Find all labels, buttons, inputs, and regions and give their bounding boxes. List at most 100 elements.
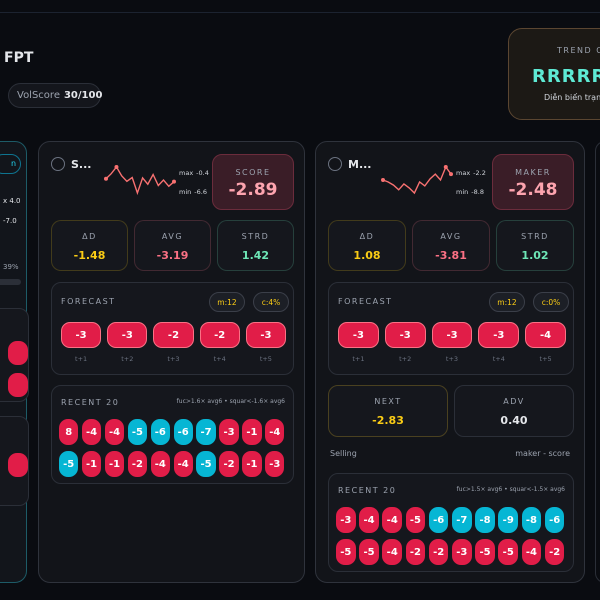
side-card: n x 4.0 -7.0 39%: [0, 141, 29, 583]
forecast-step: t+4: [213, 355, 226, 363]
stat-label: STRD: [521, 232, 549, 241]
forecast-step: t+3: [167, 355, 180, 363]
side-pill: [8, 341, 28, 365]
recent-pill: -5: [405, 507, 426, 533]
side-line: -7.0: [3, 217, 17, 225]
side-box: [0, 308, 29, 402]
recent-pill: -4: [382, 539, 403, 565]
stat-box: ΔD -1.48: [51, 220, 128, 271]
footer-left: Selling: [330, 449, 357, 458]
card-icon: [51, 157, 65, 171]
footer-right: maker - score: [515, 449, 570, 458]
forecast-badge: c:0%: [533, 292, 569, 312]
recent-pill: -4: [521, 539, 542, 565]
score-box: MAKER -2.48: [492, 154, 574, 210]
side-pill: [8, 373, 28, 397]
spark-min-label: min: [179, 188, 192, 196]
recent-pill: -4: [359, 507, 379, 533]
stat-value: -3.81: [435, 249, 467, 262]
side-pct: 39%: [3, 263, 19, 271]
recent-pill: -1: [104, 451, 125, 477]
stat-value: -3.19: [156, 249, 189, 262]
stat-box: ΔD 1.08: [328, 220, 406, 271]
forecast-step: t+5: [539, 355, 552, 363]
score-label: SCORE: [235, 168, 271, 177]
forecast-step: t+5: [259, 355, 272, 363]
stat-label: AVG: [440, 232, 462, 241]
recent-pill: -2: [405, 539, 426, 565]
stat-value: 1.02: [521, 249, 549, 262]
recent-pill: -1: [242, 451, 262, 477]
ticker: FPT: [4, 50, 34, 66]
stat-label: ΔD: [359, 232, 375, 241]
side-pill: [8, 453, 28, 477]
forecast-step: t+1: [352, 355, 365, 363]
spark-dot: [449, 172, 453, 177]
spark-dot: [381, 178, 385, 182]
recent-title: RECENT 20: [61, 398, 120, 407]
recent-pill: -6: [544, 507, 565, 533]
next-value: -2.83: [372, 414, 404, 427]
next-box: ADV 0.40: [454, 385, 574, 437]
score-box: SCORE -2.89: [212, 154, 294, 210]
spark-max-value: -0.4: [196, 169, 209, 177]
card-title: S...: [71, 158, 92, 171]
score-value: -2.48: [508, 180, 558, 200]
sparkline: [104, 165, 176, 196]
recent-pill: -2: [127, 451, 148, 477]
volscore-pill: VolScore 30/100: [8, 83, 103, 108]
volscore-value: 30/100: [63, 90, 103, 101]
forecast-step: t+2: [121, 355, 134, 363]
spark-min-label: min: [456, 188, 469, 196]
forecast-step: t+1: [75, 355, 88, 363]
forecast-badge: c:4%: [253, 292, 289, 312]
stat-box: STRD 1.42: [217, 220, 294, 271]
spark-min-value: -8.8: [471, 188, 484, 196]
stat-box: AVG -3.81: [412, 220, 490, 271]
trend-title: TREND C: [557, 46, 600, 55]
spark-dot: [114, 165, 119, 169]
stat-value: 1.08: [353, 249, 381, 262]
spark-max: max -0.4: [179, 169, 209, 177]
spark-max-label: max: [179, 169, 194, 177]
score-value: -2.89: [228, 180, 278, 200]
next-card-edge: [595, 141, 600, 583]
sparkline: [381, 165, 453, 195]
recent-pill: -1: [242, 419, 262, 445]
top-rule: [0, 12, 600, 13]
card-title: M...: [348, 158, 372, 171]
forecast-pill: -3: [338, 322, 379, 348]
stat-box: AVG -3.19: [134, 220, 211, 271]
recent-pill: 8: [59, 419, 79, 445]
stat-box: STRD 1.02: [496, 220, 574, 271]
recent-pill: -2: [219, 451, 239, 477]
trend-signal: RRRRR: [532, 66, 600, 87]
spark-max: max -2.2: [456, 169, 486, 177]
trend-caption: Diễn biến trạn: [544, 93, 600, 102]
recent-pill: -4: [265, 419, 285, 445]
forecast-box: FORECAST m:12 c:4% -3 t+1 -3 t+2 -2 t+3 -2 t+4 -3 t+…: [51, 282, 294, 375]
next-label: ADV: [503, 397, 525, 406]
spark-min-value: -6.6: [194, 188, 207, 196]
recent-pill: -3: [219, 419, 239, 445]
forecast-step: t+4: [492, 355, 505, 363]
forecast-pill: -3: [384, 322, 426, 348]
stat-label: STRD: [241, 232, 270, 241]
recent-pill: -3: [336, 507, 356, 533]
volscore-label: VolScore: [17, 90, 60, 101]
spark-min: min -6.6: [179, 188, 207, 196]
card: S... max -0.4 min -6.6 SCORE -2.89 ΔD -1.48 AVG -3…: [38, 141, 305, 583]
forecast-pill: -2: [199, 322, 240, 348]
recent-pill: -5: [196, 451, 216, 477]
recent-pill: -4: [150, 451, 170, 477]
recent-pill: -4: [173, 451, 193, 477]
forecast-pill: -2: [153, 322, 194, 348]
side-line: x 4.0: [3, 197, 21, 205]
forecast-pill: -3: [245, 322, 286, 348]
spark-dot: [104, 176, 108, 181]
recent-pill: -4: [382, 507, 403, 533]
recent-legend: fuc>1.6× avg6 • squar<-1.6× avg6: [176, 398, 285, 405]
stat-label: AVG: [161, 232, 184, 241]
next-label: NEXT: [374, 397, 402, 406]
recent-pill: -6: [150, 419, 170, 445]
